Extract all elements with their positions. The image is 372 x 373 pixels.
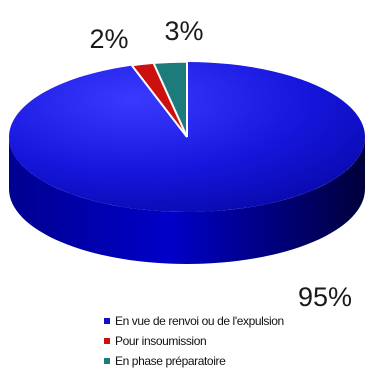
legend-swatch-1	[104, 338, 110, 344]
legend: En vue de renvoi ou de l'expulsion Pour …	[104, 311, 284, 371]
pie-side-0	[9, 137, 365, 264]
legend-swatch-0	[104, 318, 110, 324]
pie-separator-0	[131, 65, 188, 138]
pie-separator-1	[152, 62, 188, 138]
legend-label-1: Pour insoumission	[115, 334, 207, 348]
legend-label-2: En phase préparatoire	[115, 354, 226, 368]
data-label-2: 3%	[164, 16, 203, 46]
legend-item-2: En phase préparatoire	[104, 351, 284, 371]
pie-label-layer: 95% 2% 3%	[89, 16, 352, 312]
pie-top-layer	[8, 61, 366, 212]
legend-swatch-2	[104, 358, 110, 364]
legend-item-1: Pour insoumission	[104, 331, 284, 351]
legend-item-0: En vue de renvoi ou de l'expulsion	[104, 311, 284, 331]
legend-label-0: En vue de renvoi ou de l'expulsion	[115, 314, 284, 328]
data-label-1: 2%	[89, 24, 128, 54]
data-label-0: 95%	[298, 282, 352, 312]
